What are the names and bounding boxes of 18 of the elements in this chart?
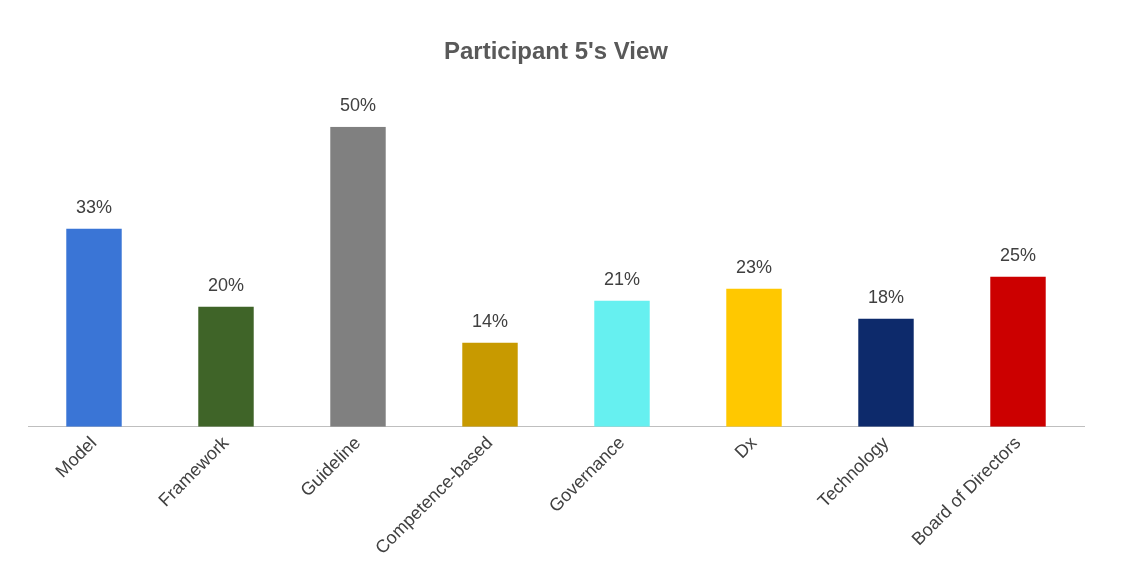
chart-title: Participant 5's View [443, 37, 669, 65]
bar [858, 318, 914, 427]
bar [462, 342, 518, 427]
data-label: 33% [75, 196, 113, 217]
bar [594, 300, 650, 427]
data-label: 20% [207, 274, 245, 295]
x-tick-label: Dx [730, 432, 761, 463]
data-label: 18% [867, 286, 905, 307]
data-label: 21% [603, 268, 641, 289]
data-label: 23% [735, 256, 773, 277]
bar [66, 228, 122, 427]
bar [726, 288, 782, 427]
data-label: 50% [339, 94, 377, 115]
bar [990, 276, 1046, 427]
data-label: 25% [999, 244, 1037, 265]
bar [330, 126, 386, 427]
bar [198, 306, 254, 427]
data-label: 14% [471, 310, 509, 331]
